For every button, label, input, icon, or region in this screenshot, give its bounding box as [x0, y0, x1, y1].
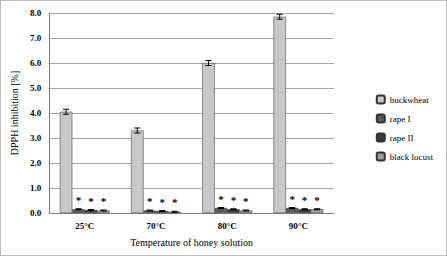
svg-text:*: * [147, 195, 153, 207]
svg-text:80°C: 80°C [218, 221, 237, 231]
svg-text:1.0: 1.0 [30, 183, 42, 193]
svg-text:2.0: 2.0 [30, 158, 42, 168]
svg-text:3.0: 3.0 [30, 133, 42, 143]
svg-text:*: * [101, 195, 107, 207]
svg-text:*: * [172, 196, 178, 208]
svg-text:black locust: black locust [390, 152, 434, 162]
svg-text:25°C: 25°C [75, 221, 94, 231]
svg-text:buckwheat: buckwheat [390, 95, 429, 105]
svg-text:DPPH inhibition [%]: DPPH inhibition [%] [9, 71, 20, 155]
svg-text:8.0: 8.0 [30, 8, 42, 18]
svg-text:90°C: 90°C [289, 221, 308, 231]
svg-text:*: * [76, 194, 82, 206]
svg-text:6.0: 6.0 [30, 58, 42, 68]
svg-text:*: * [88, 195, 94, 207]
svg-text:4.0: 4.0 [30, 108, 42, 118]
svg-text:*: * [159, 196, 165, 208]
svg-text:rape I: rape I [390, 114, 411, 124]
svg-text:*: * [314, 194, 320, 206]
svg-text:Temperature of honey solution: Temperature of honey solution [130, 237, 253, 248]
svg-text:rape II: rape II [390, 133, 414, 143]
svg-text:*: * [231, 194, 237, 206]
svg-text:0.0: 0.0 [30, 208, 42, 218]
svg-text:7.0: 7.0 [30, 33, 42, 43]
svg-text:*: * [218, 193, 224, 205]
svg-text:5.0: 5.0 [30, 83, 42, 93]
svg-text:*: * [243, 195, 249, 207]
svg-text:*: * [289, 193, 295, 205]
svg-text:*: * [302, 194, 308, 206]
svg-text:70°C: 70°C [146, 221, 165, 231]
